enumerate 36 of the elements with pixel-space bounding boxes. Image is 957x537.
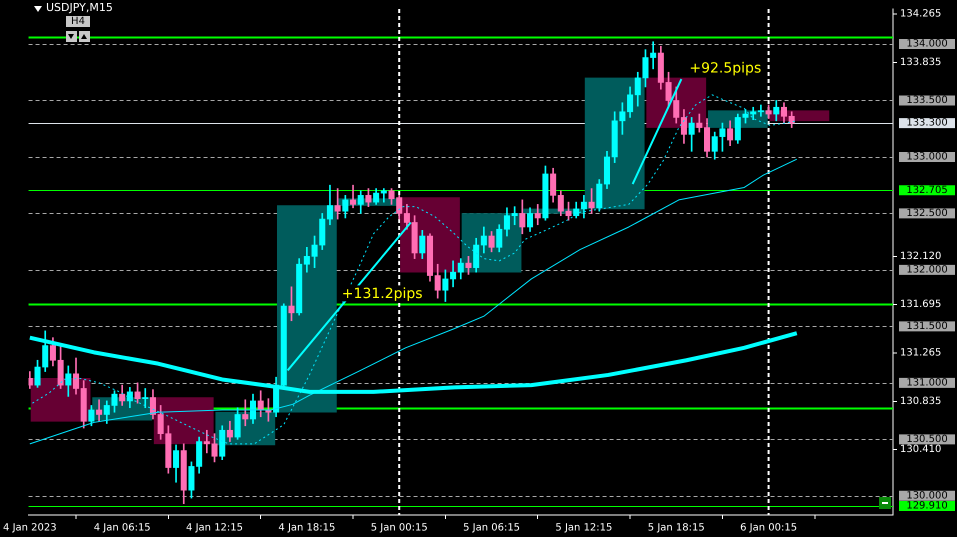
x-tick-label: 5 Jan 18:15 [648,522,705,534]
x-tick-label: 6 Jan 00:15 [740,522,798,534]
y-tick-label: 131.695 [900,298,942,310]
annotation: +92.5pips [689,60,762,77]
y-tick-label: 130.835 [900,396,942,408]
x-tick-label: 4 Jan 18:15 [278,522,336,534]
candlestick [350,184,356,208]
x-tick-label: 4 Jan 12:15 [186,522,243,534]
ref-line-label: 130.000 [906,490,948,502]
x-tick-label: 5 Jan 00:15 [370,522,428,534]
ref-line-label: 133.300 [906,118,948,129]
chart-title: USDJPY,M15 [46,1,113,14]
ref-line-label: 134.000 [906,38,948,50]
ref-line-label: 132.000 [906,264,948,276]
y-tick-label: 133.835 [900,57,942,68]
x-tick-label: 4 Jan 2023 [3,522,57,534]
ref-line-label: 130.500 [906,434,948,445]
x-tick-label: 5 Jan 12:15 [555,522,612,534]
annotation: +131.2pips [342,286,423,302]
ref-line-label: 132.705 [906,184,948,196]
x-tick-label: 5 Jan 06:15 [463,522,520,534]
annotation: H4 [66,16,90,27]
y-tick-label: 131.265 [900,348,942,359]
ref-line-label: 131.500 [906,320,948,332]
ref-line-label: 131.000 [906,377,948,388]
y-tick-label: 134.265 [900,8,942,20]
candlestick [288,286,294,322]
candlestick [465,256,472,275]
ref-line-label: 133.000 [906,152,948,163]
ref-line-label: 129.910 [906,500,948,512]
ref-line-label: 133.500 [906,95,948,106]
x-tick-label: 4 Jan 06:15 [94,522,151,534]
y-tick-label: 130.410 [900,444,942,456]
ref-line-label: 132.500 [906,208,948,220]
y-tick-label: 132.120 [900,250,942,262]
line-series [32,94,798,444]
